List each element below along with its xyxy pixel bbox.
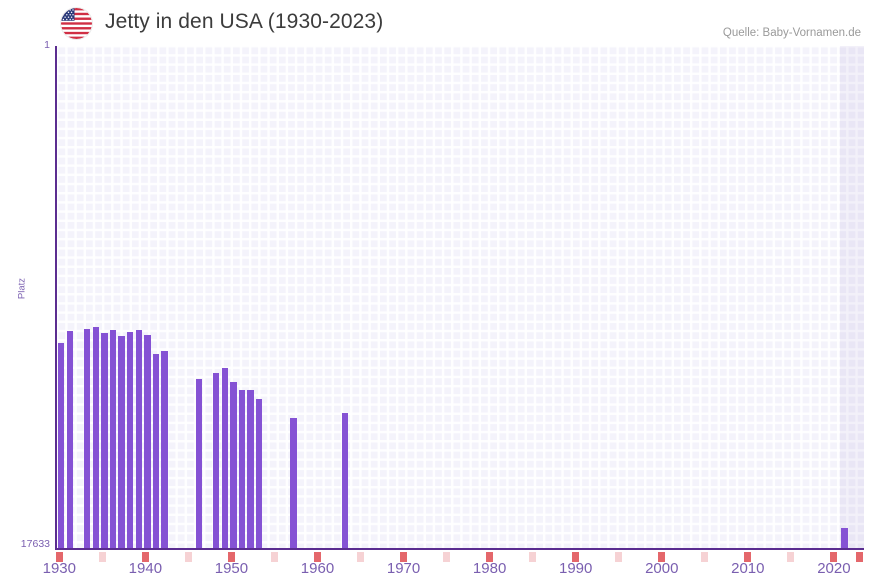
x-axis-tick-label: 1960 [300, 560, 335, 577]
x-axis-tickmark-strip [55, 552, 864, 562]
bar [342, 413, 349, 548]
x-axis-tickmark [744, 552, 752, 562]
x-axis-tickmark [98, 552, 106, 562]
x-axis-tick-label: 2010 [731, 560, 765, 577]
x-axis-tickmark [615, 552, 623, 562]
bar [118, 335, 125, 548]
bar [230, 382, 237, 548]
y-axis-top-tick-label: 1 [44, 39, 50, 51]
bar [290, 418, 297, 548]
x-axis-tickmark [529, 552, 537, 562]
bar [101, 333, 108, 548]
x-axis-tick-label: 1990 [558, 560, 593, 577]
bar [161, 351, 168, 548]
bar [152, 353, 160, 548]
x-axis-tickmark [856, 552, 864, 562]
bar [195, 379, 203, 548]
bars-layer [57, 46, 864, 548]
bar [135, 329, 142, 548]
bar [238, 390, 246, 548]
plot-area [55, 46, 864, 550]
x-axis-tick-label: 2020 [817, 560, 851, 577]
x-axis-tickmark [270, 552, 278, 562]
bar [221, 367, 228, 548]
x-axis-tick-label: 1930 [42, 560, 76, 577]
x-axis-tickmark [658, 552, 666, 562]
x-axis-tickmark [701, 552, 709, 562]
x-axis-tick-label: 2000 [645, 560, 679, 577]
page-title: Jetty in den USA (1930-2023) [105, 10, 384, 33]
chart-header: Jetty in den USA (1930-2023) Quelle: Bab… [0, 0, 873, 46]
bar [92, 326, 99, 548]
x-axis-tickmark [184, 552, 192, 562]
bar [83, 328, 91, 548]
bar [256, 398, 263, 548]
x-axis-tick-label: 1940 [128, 560, 163, 577]
x-axis-tickmark [55, 552, 63, 562]
y-axis-title: Platz [16, 277, 28, 300]
x-axis-tickmark [141, 552, 149, 562]
bar [841, 527, 848, 548]
us-flag-icon [61, 8, 92, 39]
x-axis-tickmark [313, 552, 321, 562]
bar [58, 343, 65, 548]
bar [213, 373, 220, 548]
x-axis-tick-label: 1950 [214, 560, 249, 577]
x-axis-tickmark [830, 552, 838, 562]
x-axis-tickmark [572, 552, 580, 562]
bar [109, 329, 117, 548]
x-axis-tick-label: 1980 [472, 560, 507, 577]
x-axis-tickmark [787, 552, 795, 562]
x-axis-tickmark [227, 552, 235, 562]
bar [126, 332, 134, 548]
grid-lines [57, 46, 864, 548]
bar [247, 389, 254, 548]
bar [66, 331, 74, 548]
bar [144, 335, 151, 548]
x-axis-tickmark [357, 552, 365, 562]
x-axis-tickmark [486, 552, 494, 562]
x-axis-tickmark [443, 552, 451, 562]
projection-shaded-band [840, 46, 864, 548]
source-attribution: Quelle: Baby-Vornamen.de [722, 27, 861, 39]
x-axis-tick-label: 1970 [386, 560, 421, 577]
x-axis-tickmark [400, 552, 408, 562]
y-axis-bottom-tick-label: 17633 [20, 538, 50, 550]
